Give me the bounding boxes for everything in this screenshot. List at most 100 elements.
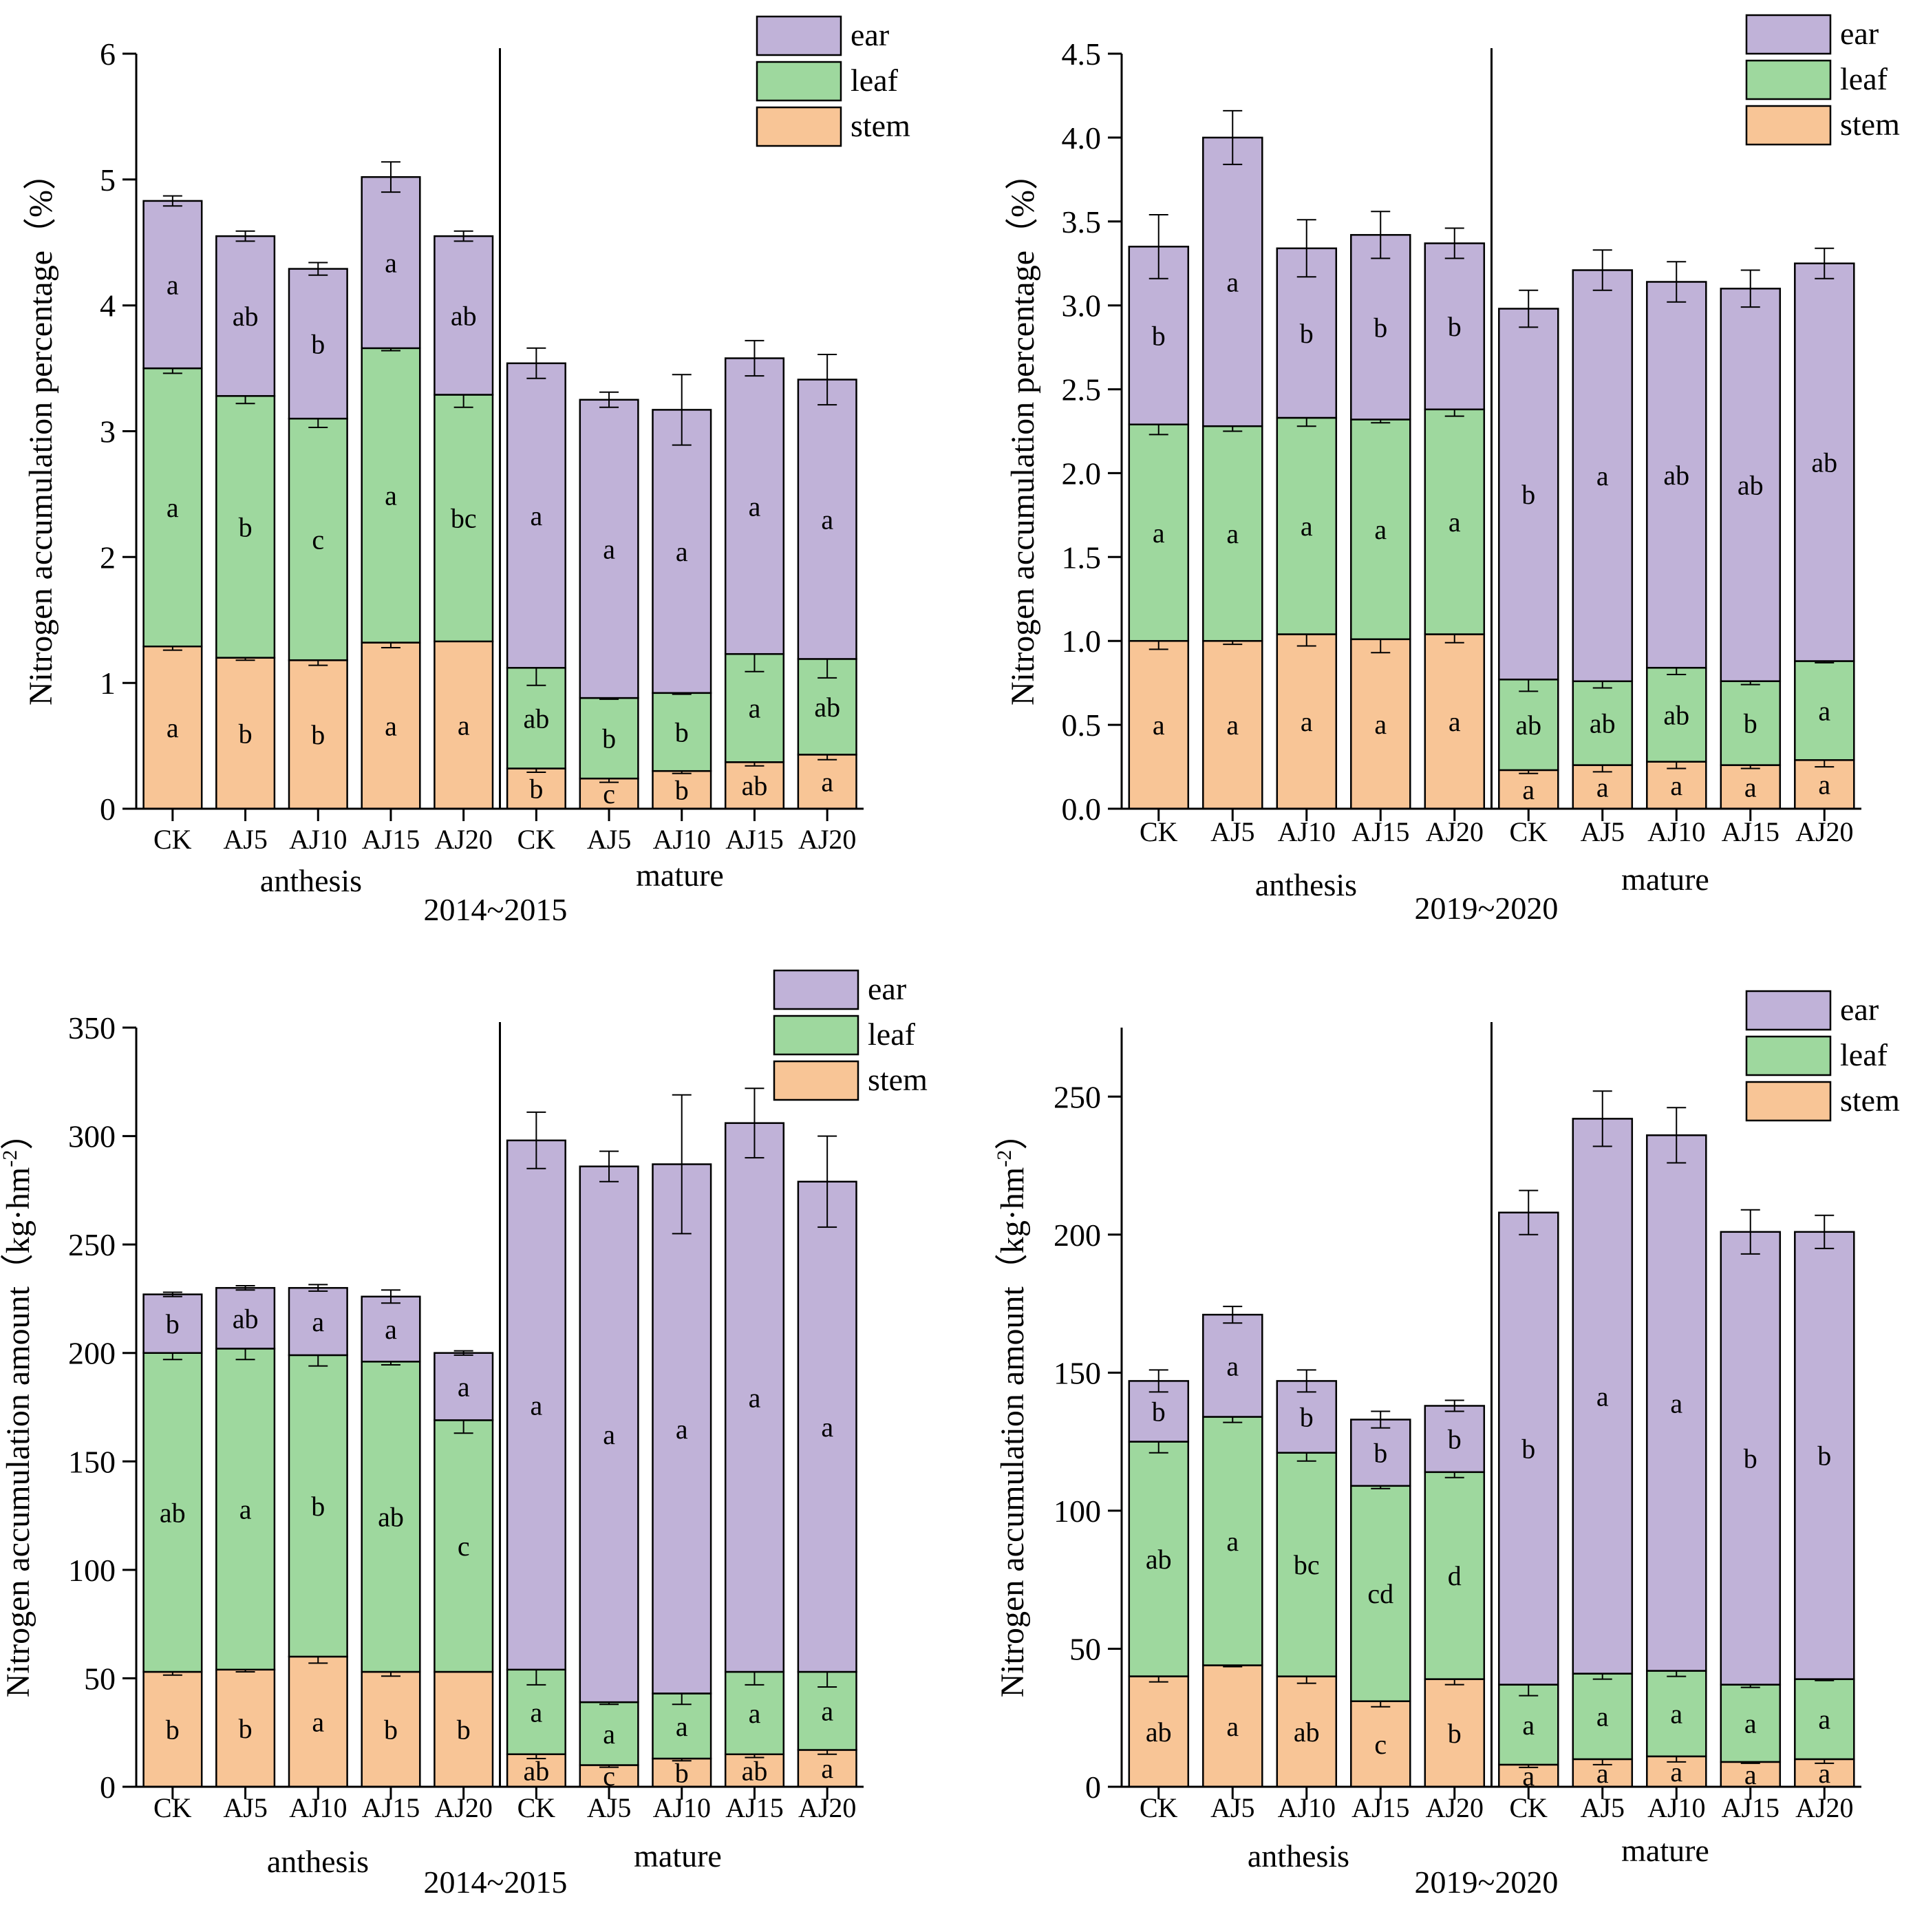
significance-label: b bbox=[1744, 708, 1757, 739]
significance-label: ab bbox=[1738, 470, 1764, 501]
x-tick-label: AJ5 bbox=[1581, 1792, 1625, 1823]
y-tick-label: 4 bbox=[100, 288, 116, 323]
bar-ear-9 bbox=[724, 1122, 785, 1673]
legend-label-leaf: leaf bbox=[868, 1017, 916, 1052]
significance-label: a bbox=[1818, 695, 1830, 726]
bar-leaf-1 bbox=[1128, 1441, 1190, 1677]
significance-label: a bbox=[1374, 514, 1387, 545]
x-tick-label: AJ15 bbox=[1722, 1792, 1779, 1823]
significance-label: bc bbox=[451, 503, 477, 534]
significance-label: a bbox=[458, 1372, 470, 1403]
significance-label: a bbox=[1374, 709, 1387, 740]
significance-label: ab bbox=[524, 1755, 550, 1786]
significance-label: b bbox=[1448, 311, 1462, 342]
y-axis-label-close: ） bbox=[994, 1117, 1031, 1150]
bar-ear-5 bbox=[434, 235, 494, 396]
significance-label: a bbox=[1226, 518, 1239, 549]
significance-label: a bbox=[603, 1419, 615, 1450]
significance-label: c bbox=[1374, 1729, 1387, 1760]
y-tick-label: 3.5 bbox=[1062, 204, 1102, 240]
group-label-anthesis: anthesis bbox=[260, 863, 362, 898]
bar-stem-1 bbox=[1128, 1675, 1190, 1788]
bar-leaf-5 bbox=[434, 1419, 494, 1673]
legend: ear leaf stem bbox=[1745, 14, 1900, 146]
significance-label: a bbox=[239, 1494, 252, 1525]
significance-label: a bbox=[1744, 1759, 1757, 1790]
significance-label: a bbox=[676, 1414, 688, 1445]
bar-stem-3 bbox=[288, 1655, 348, 1788]
y-tick-label: 100 bbox=[1054, 1494, 1101, 1529]
x-tick-label: AJ5 bbox=[587, 1792, 631, 1823]
bar-leaf-7 bbox=[1572, 1673, 1634, 1761]
bar-leaf-4 bbox=[1350, 1485, 1411, 1702]
significance-label: a bbox=[749, 693, 761, 724]
x-tick-label: CK bbox=[517, 824, 556, 855]
bar-ear-4 bbox=[1350, 1419, 1411, 1487]
y-tick-label: 3.0 bbox=[1062, 288, 1102, 323]
y-tick-label: 1.5 bbox=[1062, 540, 1102, 575]
bar-leaf-4 bbox=[361, 347, 421, 644]
bar-leaf-9 bbox=[1720, 1684, 1782, 1763]
significance-label: a bbox=[1522, 1710, 1535, 1741]
bar-stem-2 bbox=[1202, 1664, 1263, 1788]
bar-leaf-5 bbox=[434, 394, 494, 643]
legend-label-stem: stem bbox=[1840, 1083, 1900, 1118]
significance-label: c bbox=[603, 1761, 615, 1792]
bar-leaf-3 bbox=[1276, 416, 1338, 635]
significance-label: b bbox=[1152, 1397, 1166, 1427]
significance-label: a bbox=[1670, 1388, 1682, 1419]
significance-label: b bbox=[311, 719, 325, 750]
y-axis-label-main: Nitrogen accumulation percentage（%） bbox=[23, 157, 59, 705]
significance-label: a bbox=[385, 248, 397, 279]
bar-ear-3 bbox=[288, 1286, 348, 1357]
bar-leaf-2 bbox=[215, 395, 276, 659]
bar-stem-2 bbox=[215, 1668, 276, 1788]
bar-ear-9 bbox=[1720, 1231, 1782, 1686]
legend-swatch-leaf bbox=[756, 61, 842, 102]
legend-swatch-ear bbox=[773, 969, 859, 1010]
bar-ear-9 bbox=[1720, 288, 1782, 682]
y-axis-label: Nitrogen accumulation percentage（%） bbox=[1005, 157, 1041, 705]
x-tick-label: AJ20 bbox=[1795, 1792, 1853, 1823]
y-tick-label: 2.0 bbox=[1062, 456, 1102, 491]
y-tick-label: 4.0 bbox=[1062, 120, 1102, 156]
significance-label: ab bbox=[1515, 710, 1541, 741]
x-tick-label: AJ15 bbox=[725, 1792, 783, 1823]
y-axis-label: Nitrogen accumulation amount（kg·hm-2） bbox=[0, 1117, 36, 1698]
bar-leaf-8 bbox=[652, 692, 712, 772]
significance-label: ab bbox=[378, 1502, 404, 1533]
significance-label: b bbox=[311, 1491, 325, 1522]
significance-label: a bbox=[676, 536, 688, 567]
bar-stem-8 bbox=[1646, 761, 1707, 810]
significance-label: b bbox=[1521, 479, 1535, 510]
significance-label: a bbox=[1226, 710, 1239, 741]
significance-label: b bbox=[675, 717, 689, 748]
significance-label: b bbox=[1817, 1441, 1831, 1472]
significance-label: a bbox=[1226, 267, 1239, 298]
significance-label: c bbox=[312, 524, 324, 555]
significance-label: a bbox=[1670, 1756, 1682, 1787]
significance-label: b bbox=[239, 512, 253, 543]
legend-label-ear: ear bbox=[851, 17, 889, 52]
bar-ear-4 bbox=[361, 1295, 421, 1363]
bar-leaf-6 bbox=[1498, 679, 1559, 772]
y-tick-label: 50 bbox=[84, 1661, 116, 1696]
bar-leaf-10 bbox=[1794, 660, 1855, 761]
significance-label: a bbox=[821, 1412, 833, 1443]
significance-label: b bbox=[602, 723, 616, 754]
significance-label: ab bbox=[1811, 447, 1837, 478]
significance-label: a bbox=[312, 1306, 324, 1337]
x-tick-label: AJ15 bbox=[362, 824, 420, 855]
bar-stem-9 bbox=[724, 1753, 785, 1788]
bar-ear-3 bbox=[288, 268, 348, 420]
significance-label: a bbox=[603, 1719, 615, 1750]
bar-ear-9 bbox=[724, 357, 785, 655]
bar-ear-2 bbox=[215, 1286, 276, 1350]
significance-label: b bbox=[1373, 312, 1387, 343]
significance-label: a bbox=[1818, 1704, 1830, 1735]
significance-label: cd bbox=[1367, 1578, 1393, 1609]
significance-label: a bbox=[1226, 1711, 1239, 1742]
significance-label: d bbox=[1448, 1560, 1462, 1591]
